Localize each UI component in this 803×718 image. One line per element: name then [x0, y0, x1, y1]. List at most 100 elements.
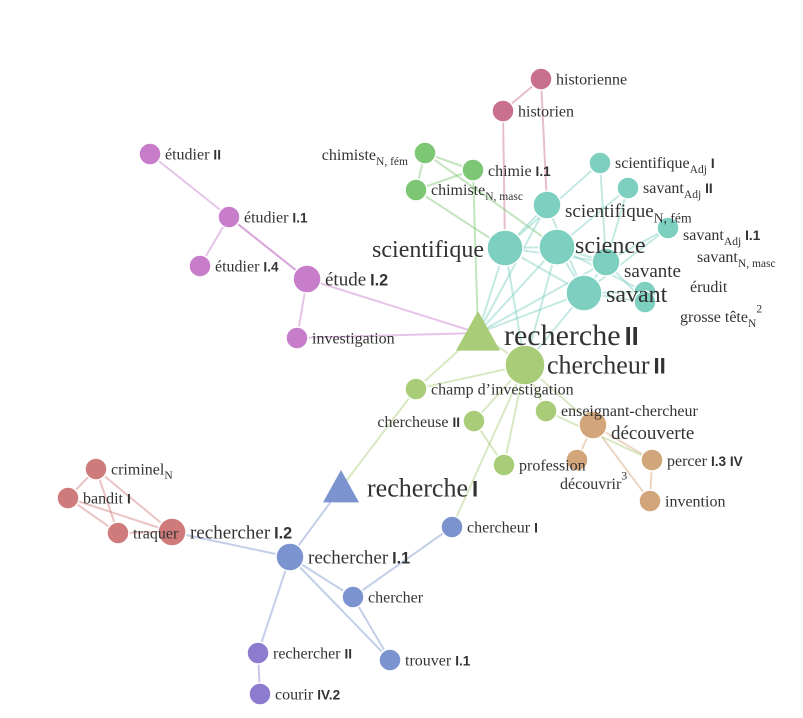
node-circle[interactable]	[285, 326, 309, 350]
node-circle[interactable]	[292, 264, 322, 294]
label-superscript: 3	[621, 470, 627, 482]
label-subscript: Adj	[690, 164, 707, 176]
node-circle[interactable]	[640, 448, 664, 472]
node-circle[interactable]	[106, 521, 130, 545]
edge	[472, 169, 479, 334]
node-circle[interactable]	[492, 453, 516, 477]
node-label: science	[575, 233, 646, 259]
node-circle[interactable]	[656, 216, 680, 240]
node-label: scientifiqueAdj I	[615, 155, 715, 176]
nodes-layer	[56, 67, 680, 706]
node-circle[interactable]	[588, 151, 612, 175]
node-circle[interactable]	[84, 457, 108, 481]
label-text: scientifique	[372, 237, 484, 263]
node-label: érudit	[690, 279, 728, 296]
node-circle[interactable]	[491, 99, 515, 123]
node-circle[interactable]	[532, 190, 562, 220]
node-circle[interactable]	[378, 648, 402, 672]
edge	[477, 261, 607, 334]
label-text: recherche	[367, 474, 468, 503]
node-circle[interactable]	[591, 247, 621, 277]
node-circle[interactable]	[157, 517, 187, 547]
label-text: chercheur	[467, 519, 531, 536]
node-label: étude I.2	[325, 269, 388, 290]
node-circle[interactable]	[404, 377, 428, 401]
node-circle[interactable]	[275, 542, 305, 572]
label-text: étudier	[165, 146, 210, 163]
node-label: bandit I	[83, 490, 131, 507]
node-circle[interactable]	[633, 290, 657, 314]
node-circle[interactable]	[534, 399, 558, 423]
label-text: rechercher	[273, 645, 341, 662]
label-sense-number: I.1	[392, 549, 410, 567]
label-text: savant	[697, 249, 738, 266]
edge	[477, 246, 558, 334]
edge	[424, 152, 558, 248]
node-label: savante	[624, 261, 681, 282]
label-text: savant	[683, 227, 724, 244]
label-text: historienne	[556, 71, 627, 88]
label-subscript: N, fém	[654, 211, 692, 226]
node-label: chercheur II	[547, 351, 666, 380]
label-sense-number: II	[213, 147, 221, 162]
node-circle[interactable]	[616, 176, 640, 200]
node-circle[interactable]	[56, 486, 80, 510]
node-circle[interactable]	[462, 409, 486, 433]
edge	[502, 110, 506, 249]
node-circle[interactable]	[413, 141, 437, 165]
node-triangle[interactable]	[456, 311, 500, 351]
node-label: invention	[665, 493, 725, 510]
node-circle[interactable]	[341, 585, 365, 609]
node-label: savantN, masc	[697, 249, 776, 270]
node-label: chercher	[368, 589, 424, 606]
label-text: scientifique	[565, 201, 654, 222]
node-circle[interactable]	[504, 344, 546, 386]
label-text: savant	[606, 282, 668, 308]
label-text: trouver	[405, 652, 452, 669]
label-text: investigation	[312, 330, 395, 347]
label-text: profession	[519, 457, 586, 474]
label-subscript: N, fém	[376, 156, 408, 168]
node-label: chercheuse II	[377, 414, 460, 431]
node-circle[interactable]	[486, 229, 524, 267]
node-circle[interactable]	[217, 205, 241, 229]
node-label: investigation	[312, 330, 395, 347]
label-text: courir	[275, 686, 314, 703]
label-text: étudier	[215, 258, 260, 275]
node-circle[interactable]	[188, 254, 212, 278]
node-label: recherche I	[367, 474, 478, 503]
node-circle[interactable]	[538, 228, 576, 266]
label-sense-number: I.3 IV	[711, 454, 743, 469]
label-text: historien	[518, 103, 574, 120]
edge	[592, 424, 651, 502]
edge	[296, 332, 479, 339]
node-label: rechercher I.2	[190, 522, 292, 543]
node-circle[interactable]	[638, 489, 662, 513]
node-triangle[interactable]	[323, 470, 359, 503]
node-circle[interactable]	[578, 410, 608, 440]
label-subscript: Adj	[724, 236, 741, 248]
node-circle[interactable]	[246, 641, 270, 665]
node-label: savantAdj II	[643, 180, 713, 201]
node-circle[interactable]	[565, 448, 589, 472]
label-sense-number: I	[711, 156, 715, 171]
node-circle[interactable]	[565, 274, 603, 312]
node-label: étudier I.4	[215, 258, 279, 275]
node-circle[interactable]	[138, 142, 162, 166]
node-circle[interactable]	[248, 682, 272, 706]
edge	[352, 526, 453, 598]
label-text: traquer	[133, 525, 179, 542]
node-circle[interactable]	[440, 515, 464, 539]
label-text: chimie	[488, 163, 532, 180]
node-label: enseignant-chercheur	[561, 403, 698, 420]
edge	[67, 497, 173, 533]
node-circle[interactable]	[461, 158, 485, 182]
label-text: chimiste	[322, 147, 376, 164]
label-sense-number: I	[534, 520, 538, 535]
label-text: savant	[643, 180, 684, 197]
node-circle[interactable]	[404, 178, 428, 202]
label-sense-number: I	[127, 491, 131, 506]
node-circle[interactable]	[529, 67, 553, 91]
